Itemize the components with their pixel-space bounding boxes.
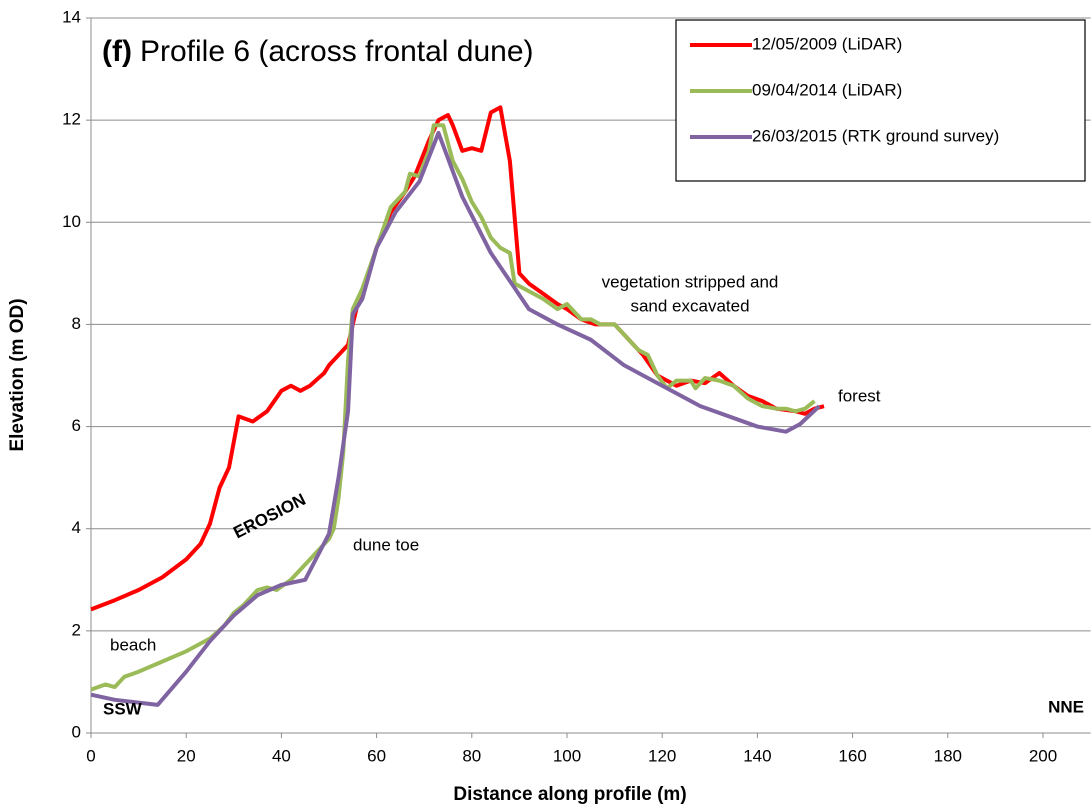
legend-label: 09/04/2014 (LiDAR) [752,80,902,99]
y-tick-label: 2 [72,620,81,639]
x-tick-label: 0 [86,746,95,765]
x-axis-title: Distance along profile (m) [453,784,686,805]
legend-label: 12/05/2009 (LiDAR) [752,34,902,53]
y-tick-label: 8 [72,314,81,333]
legend-label: 26/03/2015 (RTK ground survey) [752,126,999,145]
annotation: sand excavated [630,296,749,315]
x-tick-label: 160 [838,746,866,765]
x-tick-label: 200 [1029,746,1057,765]
x-tick-label: 140 [743,746,771,765]
chart-title: (f) Profile 6 (across frontal dune) [102,35,534,68]
x-tick-label: 120 [648,746,676,765]
legend: 12/05/2009 (LiDAR) 09/04/2014 (LiDAR) 26/0… [675,19,1086,182]
y-tick-label: 12 [62,110,81,129]
y-tick-label: 10 [62,212,81,231]
y-tick-label: 6 [72,416,81,435]
annotation: dune toe [353,535,419,554]
y-tick-label: 14 [62,7,81,26]
x-tick-label: 180 [934,746,962,765]
y-tick-label: 4 [72,518,81,537]
annotation: NNE [1048,697,1084,716]
annotation: vegetation stripped and [602,272,779,291]
annotation: beach [110,635,156,654]
annotation: EROSION [230,490,308,543]
annotation: forest [838,386,881,405]
data-line [90,123,816,692]
x-tick-label: 20 [177,746,196,765]
data-line [90,130,821,707]
title-text: Profile 6 (across frontal dune) [140,35,534,68]
x-tick-label: 100 [553,746,581,765]
x-tick-label: 80 [462,746,481,765]
panel-label: (f) [102,35,132,68]
annotation: SSW [103,699,143,718]
y-axis-title: Elevation (m OD) [7,298,28,451]
x-tick-label: 60 [367,746,386,765]
x-tick-label: 40 [272,746,291,765]
y-tick-label: 0 [72,722,81,741]
